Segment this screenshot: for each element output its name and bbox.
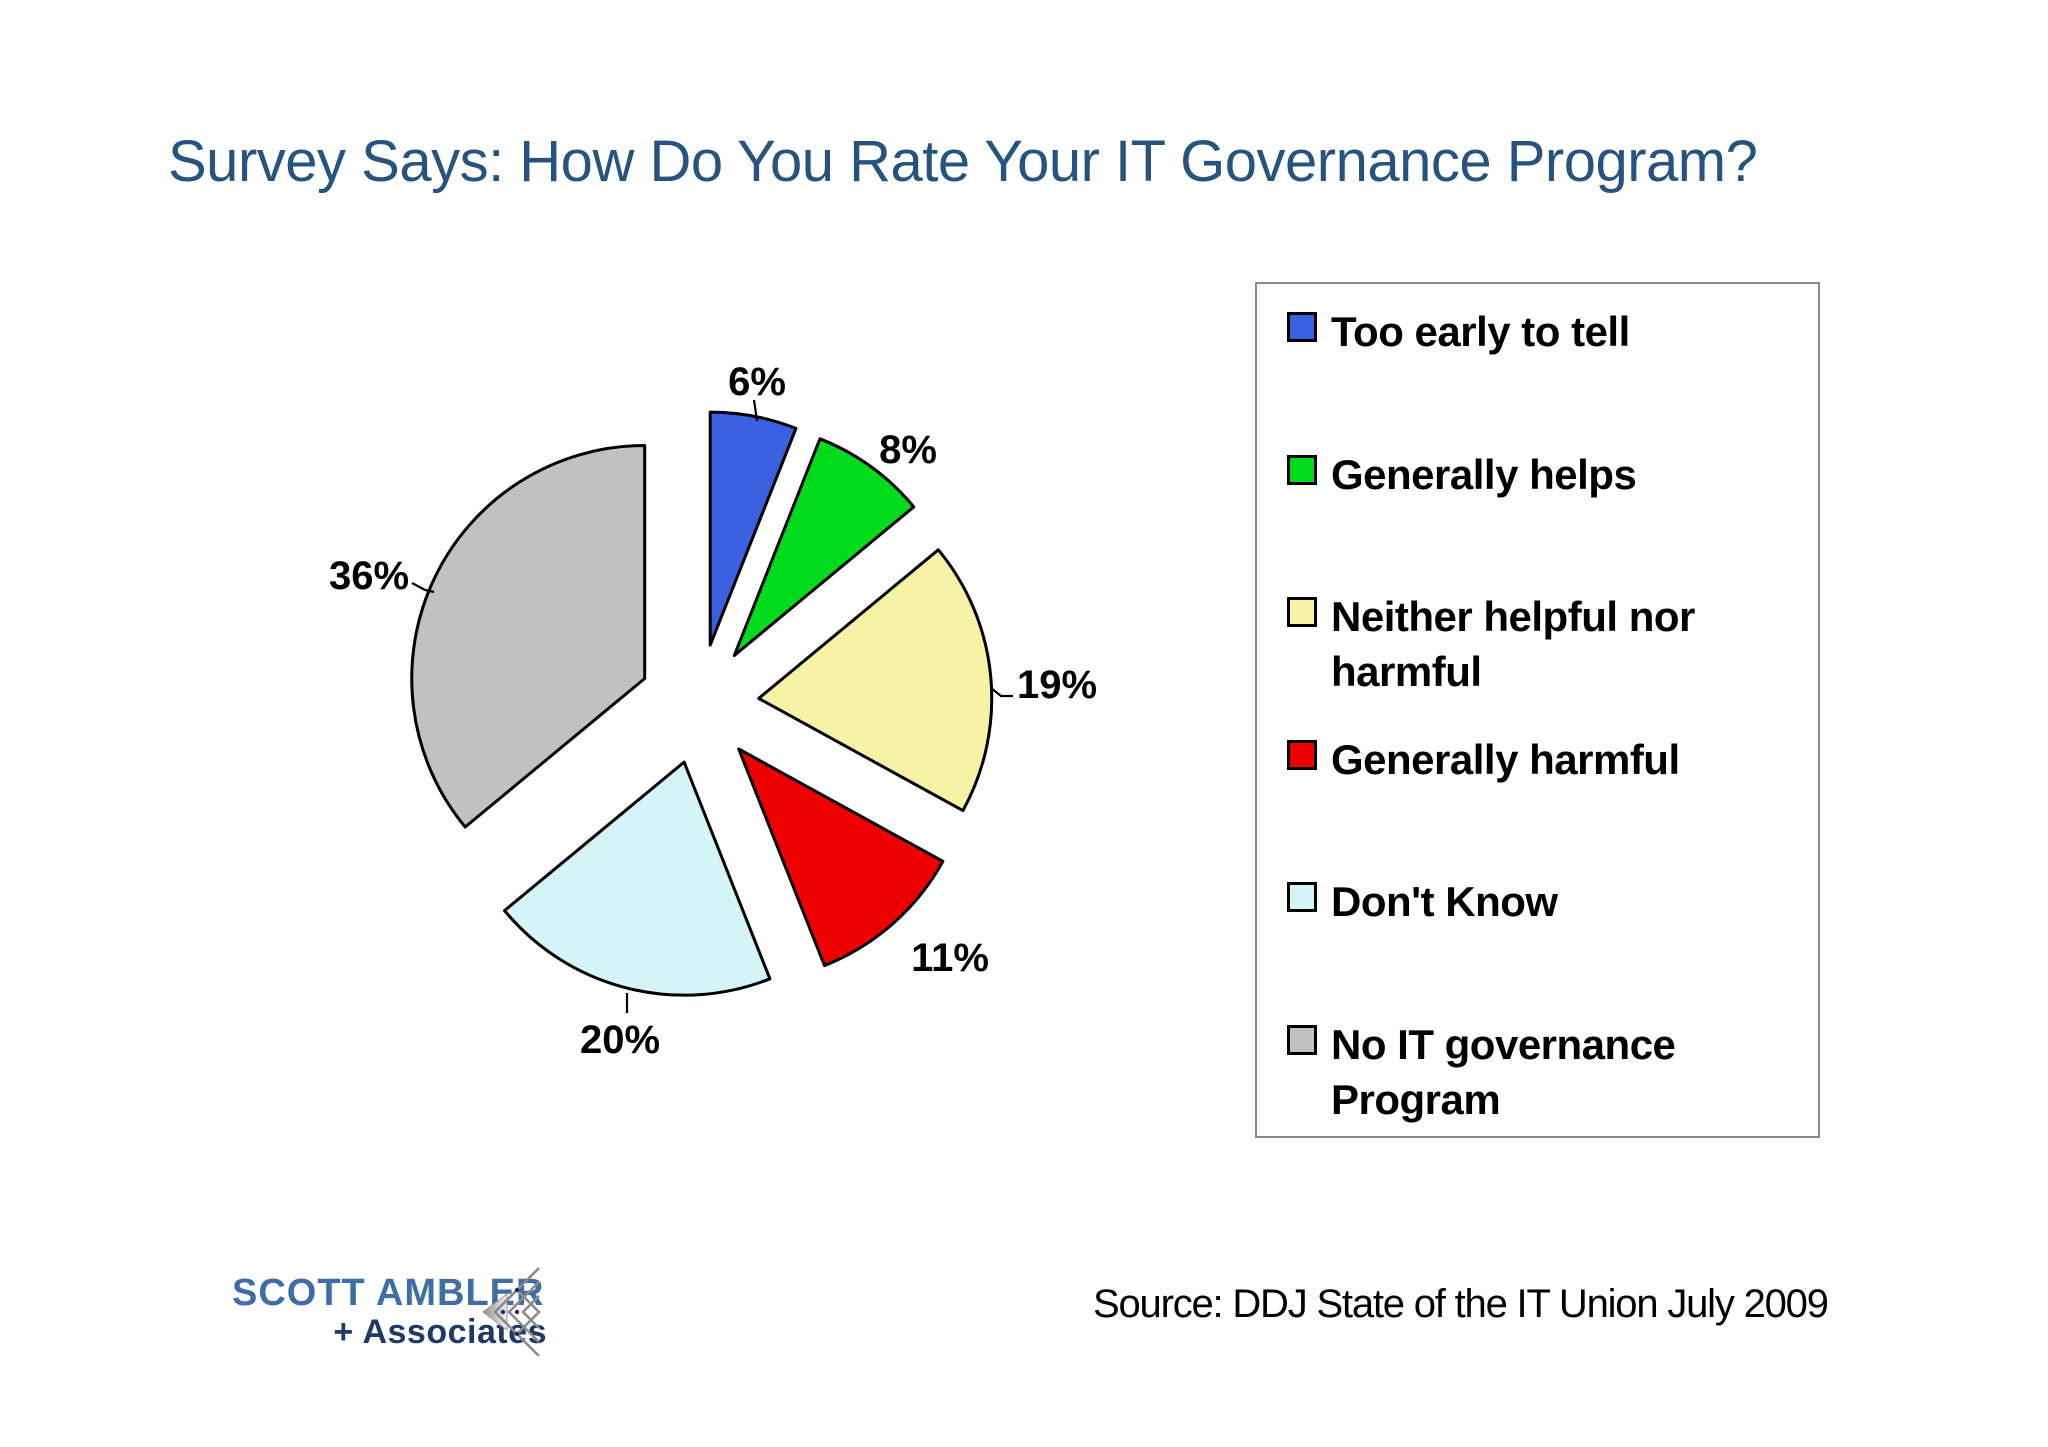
label-leader-line <box>990 687 1013 698</box>
pie-data-label-4: 11% <box>911 936 989 980</box>
legend-swatch <box>1287 1024 1317 1055</box>
pie-slice-3 <box>757 548 994 813</box>
legend-label: Too early to tell <box>1331 308 1630 355</box>
source-text: Source: DDJ State of the IT Union July 2… <box>1093 1282 1829 1326</box>
legend-swatch <box>1287 739 1317 770</box>
label-leader-line <box>411 582 435 594</box>
legend-label: Generally helps <box>1331 450 1637 498</box>
pie-slice-1 <box>708 410 798 647</box>
legend-item-5: Don't Know <box>1287 874 1787 929</box>
legend-swatch <box>1287 882 1317 912</box>
pie-slice-6 <box>410 444 647 829</box>
company-logo: SCOTT AMBLER + Associates <box>232 1272 562 1352</box>
legend-item-3: Neither helpful nor harmful <box>1287 589 1787 699</box>
legend-swatch <box>1287 454 1317 485</box>
legend-label: Neither helpful nor harmful <box>1331 593 1695 695</box>
legend-item-1: Too early to tell <box>1287 304 1787 359</box>
logo-plus: + <box>333 1313 354 1351</box>
legend-swatch <box>1287 597 1317 627</box>
chart-legend: Too early to tell Generally helps Neither … <box>1255 282 1820 1138</box>
pie-data-label-5: 20% <box>580 1018 660 1062</box>
legend-label: Generally harmful <box>1331 735 1680 783</box>
pie-data-label-1: 6% <box>728 360 786 404</box>
pie-slice-2 <box>732 437 916 657</box>
label-leader-line <box>752 399 759 422</box>
pie-slice-5 <box>503 760 772 997</box>
pie-slice-4 <box>737 747 945 968</box>
legend-label: No IT governance Program <box>1331 1020 1676 1123</box>
legend-item-2: Generally helps <box>1287 447 1787 502</box>
logo-diamond-mark <box>482 1267 541 1356</box>
page-title: Survey Says: How Do You Rate Your IT Gov… <box>168 129 1758 194</box>
legend-item-6: No IT governance Program <box>1287 1017 1787 1127</box>
pie-data-label-2: 8% <box>879 428 937 472</box>
legend-item-4: Generally harmful <box>1287 732 1787 787</box>
legend-label: Don't Know <box>1331 878 1558 925</box>
legend-swatch <box>1287 312 1317 342</box>
pie-data-label-6: 36% <box>329 554 409 598</box>
pie-data-label-3: 19% <box>1017 663 1097 707</box>
